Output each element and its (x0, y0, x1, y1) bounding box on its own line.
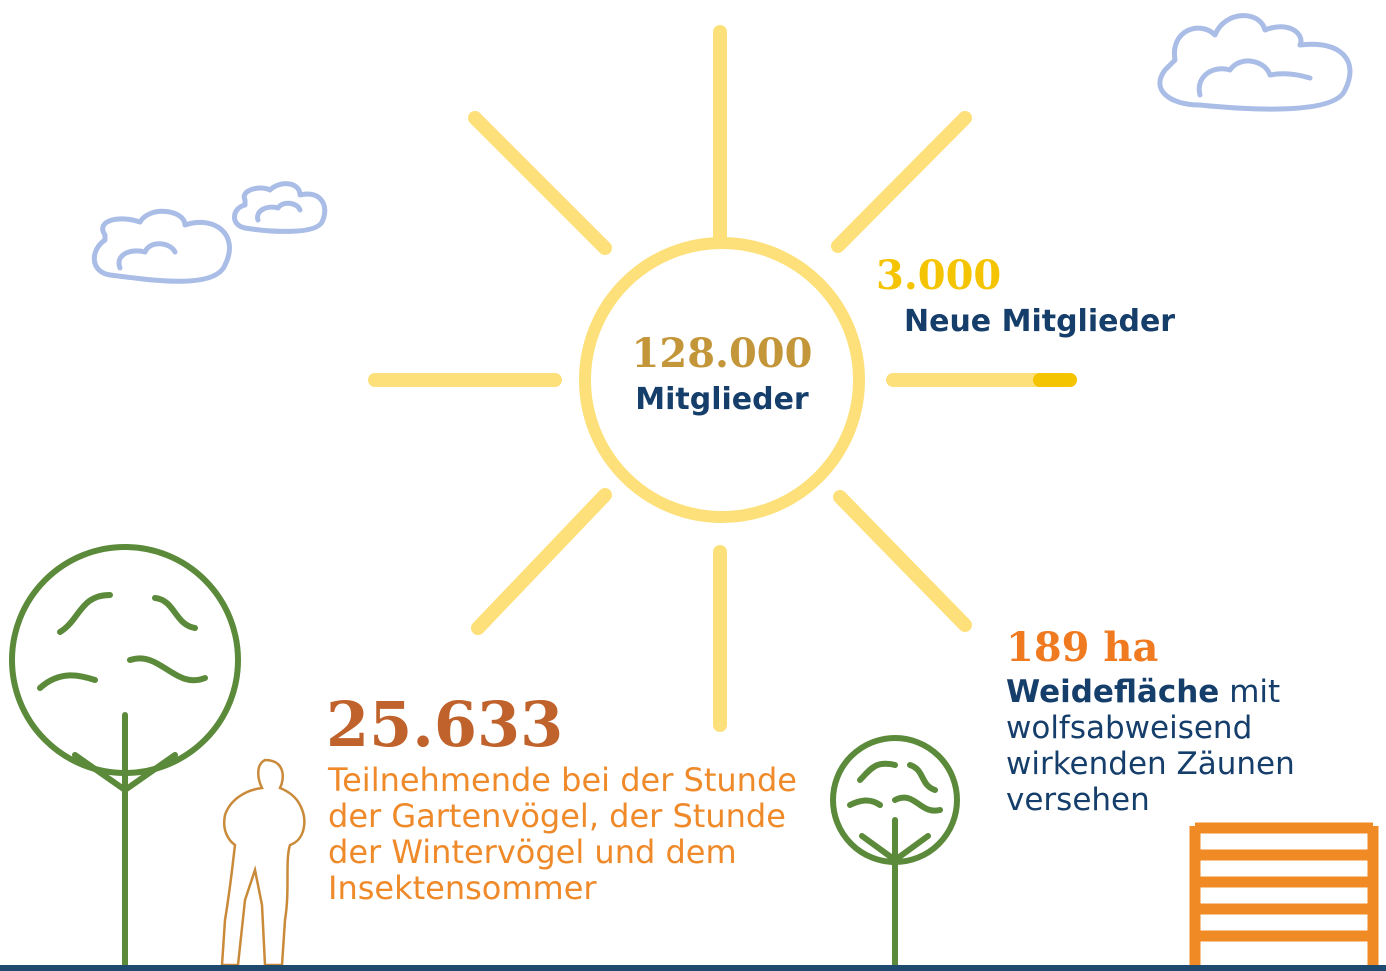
sun-value: 128.000 (585, 330, 859, 377)
pasture-value: 189 ha (1006, 624, 1158, 671)
page: 128.000 Mitglieder 3.000 Neue Mitglieder… (0, 0, 1386, 971)
sun (375, 32, 1070, 725)
new-members-label: Neue Mitglieder (904, 304, 1175, 339)
participants-value: 25.633 (326, 688, 563, 761)
pasture-text: Weidefläche mit wolfsabweisend wirkenden… (1006, 674, 1326, 818)
new-members-value: 3.000 (876, 252, 1001, 299)
pasture-label-bold: Weidefläche (1006, 674, 1219, 710)
person (222, 760, 304, 965)
participants-label: Teilnehmende bei der Stunde der Gartenvö… (328, 762, 808, 906)
bench (1195, 826, 1373, 971)
sun-label: Mitglieder (585, 382, 859, 417)
